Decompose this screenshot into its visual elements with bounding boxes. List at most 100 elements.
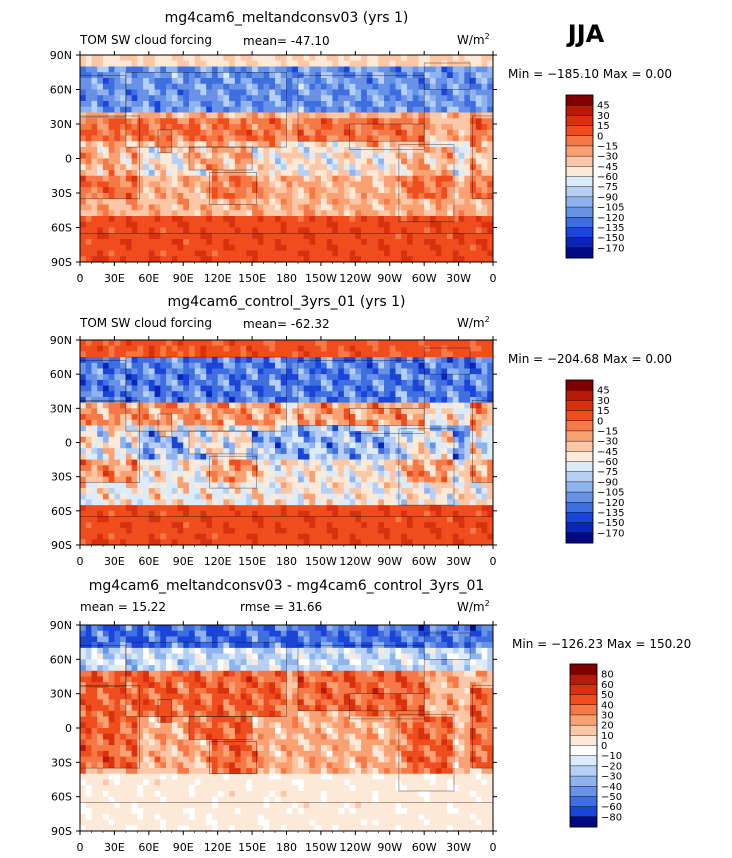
heatmap-cell [166, 198, 173, 205]
heatmap-cell [475, 187, 482, 194]
heatmap-cell [355, 482, 362, 489]
heatmap-cell [148, 436, 155, 443]
heatmap-cell [229, 55, 236, 62]
heatmap-cell [148, 505, 155, 512]
heatmap-cell [200, 83, 207, 90]
heatmap-cell [166, 396, 173, 403]
heatmap-cell [429, 95, 436, 102]
heatmap-cell [332, 83, 339, 90]
heatmap-cell [441, 210, 448, 217]
heatmap-cell [447, 357, 454, 364]
heatmap-cell [166, 101, 173, 108]
heatmap-cell [401, 158, 408, 165]
heatmap-cell [114, 436, 121, 443]
heatmap-cell [183, 414, 190, 421]
heatmap-cell [160, 244, 167, 251]
heatmap-cell [206, 239, 213, 246]
heatmap-cell [206, 345, 213, 352]
heatmap-cell [131, 402, 138, 409]
heatmap-cell [206, 78, 213, 85]
heatmap-cell [263, 135, 270, 142]
heatmap-cell [338, 465, 345, 472]
heatmap-cell [171, 357, 178, 364]
heatmap-cell [200, 408, 207, 415]
heatmap-cell [211, 391, 218, 398]
heatmap-cell [338, 135, 345, 142]
heatmap-cell [252, 152, 259, 159]
heatmap-cell [332, 362, 339, 369]
heatmap-cell [108, 505, 115, 512]
heatmap-cell [435, 351, 442, 358]
map-panel: mg4cam6_meltandconsv03 (yrs 1)TOM SW clo… [50, 10, 672, 285]
heatmap-cell [171, 436, 178, 443]
heatmap-cell [441, 164, 448, 171]
heatmap-cell [378, 431, 385, 438]
heatmap-cell [366, 187, 373, 194]
heatmap-cell [401, 198, 408, 205]
heatmap-cell [223, 66, 230, 73]
heatmap-cell [361, 448, 368, 455]
heatmap-cell [80, 442, 87, 449]
heatmap-cell [223, 476, 230, 483]
heatmap-cell [447, 470, 454, 477]
heatmap-cell [80, 233, 87, 240]
heatmap-cell [389, 499, 396, 506]
heatmap-cell [406, 193, 413, 200]
heatmap-cell [378, 210, 385, 217]
heatmap-cell [269, 425, 276, 432]
heatmap-cell [108, 368, 115, 375]
heatmap-cell [154, 408, 161, 415]
heatmap-cell [292, 431, 299, 438]
heatmap-cell [131, 210, 138, 217]
heatmap-cell [470, 164, 477, 171]
heatmap-cell [286, 414, 293, 421]
heatmap-cell [120, 72, 127, 79]
heatmap-cell [269, 351, 276, 358]
heatmap-cell [458, 470, 465, 477]
heatmap-cell [389, 425, 396, 432]
heatmap-cell [487, 210, 494, 217]
heatmap-cell [361, 106, 368, 113]
heatmap-cell [177, 164, 184, 171]
heatmap-cell [211, 147, 218, 154]
heatmap-cell [401, 465, 408, 472]
heatmap-cell [418, 66, 425, 73]
heatmap-cell [252, 147, 259, 154]
heatmap-cell [211, 193, 218, 200]
heatmap-cell [91, 129, 98, 136]
heatmap-cell [143, 459, 150, 466]
heatmap-cell [223, 436, 230, 443]
heatmap-cell [378, 193, 385, 200]
heatmap-cell [102, 374, 109, 381]
heatmap-cell [406, 118, 413, 125]
heatmap-cell [194, 250, 201, 257]
heatmap-cell [475, 204, 482, 211]
heatmap-cell [91, 89, 98, 96]
heatmap-cell [487, 442, 494, 449]
heatmap-cell [240, 78, 247, 85]
heatmap-cell [211, 431, 218, 438]
heatmap-cell [114, 244, 121, 251]
heatmap-cell [452, 408, 459, 415]
heatmap-cell [120, 244, 127, 251]
heatmap-cell [183, 112, 190, 119]
heatmap-cell [91, 95, 98, 102]
heatmap-cell [435, 141, 442, 148]
heatmap-cell [229, 135, 236, 142]
heatmap-cell [217, 124, 224, 131]
heatmap-cell [429, 170, 436, 177]
heatmap-cell [137, 250, 144, 257]
heatmap-cell [315, 135, 322, 142]
heatmap-cell [200, 198, 207, 205]
heatmap-cell [166, 72, 173, 79]
heatmap-cell [211, 101, 218, 108]
heatmap-cell [148, 493, 155, 500]
heatmap-cell [378, 408, 385, 415]
heatmap-cell [355, 431, 362, 438]
heatmap-cell [102, 147, 109, 154]
heatmap-cell [229, 379, 236, 386]
heatmap-cell [412, 181, 419, 188]
heatmap-cell [252, 187, 259, 194]
heatmap-cell [91, 233, 98, 240]
heatmap-cell [188, 419, 196, 426]
